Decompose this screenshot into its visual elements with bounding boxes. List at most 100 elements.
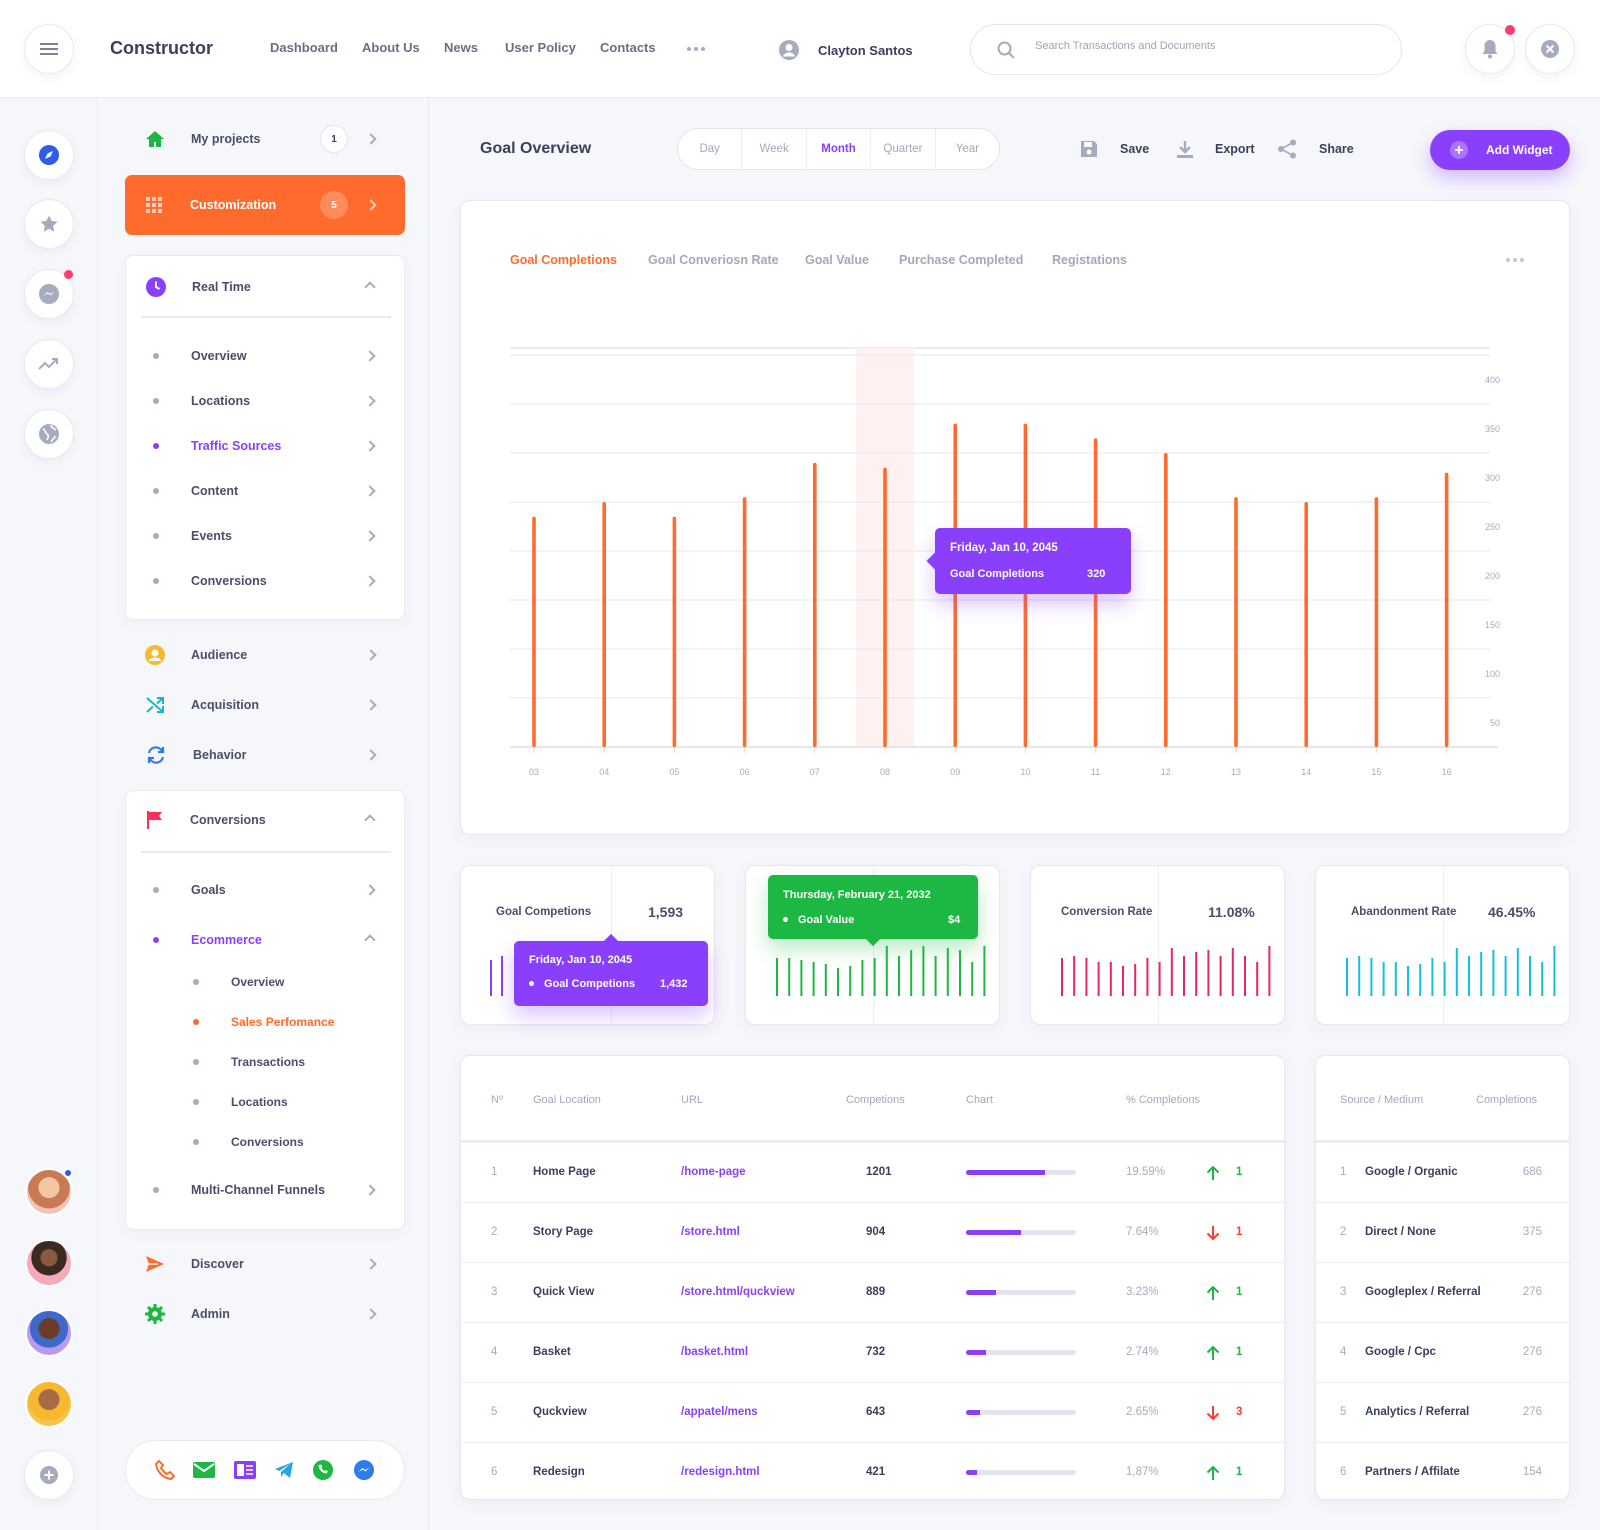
table-row[interactable]: 2 Direct / None 375 — [1316, 1202, 1569, 1262]
tab-goal-value[interactable]: Goal Value — [805, 253, 869, 267]
avatar-3[interactable] — [25, 1309, 73, 1357]
row-url-link[interactable]: /store.html — [681, 1226, 740, 1238]
close-button[interactable] — [1525, 24, 1575, 74]
chevron-up-icon — [364, 814, 376, 826]
table-row[interactable]: 6 Redesign/redesign.html 421 1,87% 1 — [461, 1442, 1284, 1499]
realtime-item-content[interactable]: Content — [126, 474, 404, 508]
tab-goal-completions[interactable]: Goal Completions — [510, 253, 617, 267]
period-quarter[interactable]: Quarter — [871, 129, 936, 169]
whatsapp-icon[interactable] — [312, 1459, 334, 1481]
notifications-button[interactable] — [1465, 24, 1515, 74]
table-row[interactable]: 3 Googleplex / Referral 276 — [1316, 1262, 1569, 1322]
table-row[interactable]: 4 Google / Cpc 276 — [1316, 1322, 1569, 1382]
tab-purchase-completed[interactable]: Purchase Completed — [899, 253, 1024, 267]
rail-favorites[interactable] — [24, 199, 74, 249]
menu-discover[interactable]: Discover — [125, 1247, 405, 1281]
menu-audience[interactable]: Audience — [125, 638, 405, 672]
table-row[interactable]: 6 Partners / Affilate 154 — [1316, 1442, 1569, 1499]
table-row[interactable]: 1 Google / Organic 686 — [1316, 1142, 1569, 1202]
realtime-item-overview[interactable]: Overview — [126, 339, 404, 373]
rail-analytics[interactable] — [24, 339, 74, 389]
period-year[interactable]: Year — [955, 143, 979, 155]
menu-admin[interactable]: Admin — [125, 1297, 405, 1331]
period-month[interactable]: Month — [807, 129, 872, 169]
search-input[interactable] — [1035, 40, 1375, 52]
row-url-link[interactable]: /basket.html — [681, 1346, 749, 1358]
table-row[interactable]: 3 Quick View/store.html/quckview 889 3.23% 1 — [461, 1262, 1284, 1322]
row-location: Redesign — [533, 1466, 585, 1478]
kpi-goal-value[interactable]: Thursday, February 21, 2032 Goal Value $… — [745, 865, 1000, 1025]
menu-goals[interactable]: Goals — [126, 873, 404, 907]
ecommerce-item-overview[interactable]: Overview — [166, 965, 366, 999]
telegram-icon[interactable] — [274, 1461, 294, 1479]
add-widget-button[interactable]: Add Widget — [1430, 130, 1570, 170]
row-url-link[interactable]: /home-page — [681, 1166, 746, 1178]
mail-icon[interactable] — [193, 1462, 216, 1478]
phone-icon[interactable] — [155, 1460, 176, 1480]
add-contact-button[interactable] — [24, 1450, 74, 1500]
realtime-item-events[interactable]: Events — [126, 519, 404, 553]
avatar-2[interactable] — [25, 1239, 73, 1287]
nav-dashboard[interactable]: Dashboard — [270, 40, 338, 55]
row-url-link[interactable]: /redesign.html — [681, 1466, 760, 1478]
row-url-link[interactable]: /appatel/mens — [681, 1406, 758, 1418]
period-day[interactable]: Day — [678, 129, 743, 169]
export-button[interactable]: Export — [1177, 140, 1255, 158]
chevron-right-icon — [364, 485, 376, 497]
menu-conversions[interactable]: Conversions — [126, 803, 404, 837]
avatar-4[interactable] — [25, 1380, 73, 1428]
menu-button[interactable] — [24, 24, 74, 74]
nav-news[interactable]: News — [444, 40, 478, 55]
nav-contacts[interactable]: Contacts — [600, 40, 656, 55]
table-row[interactable]: 2 Story Page/store.html 904 7.64% 1 — [461, 1202, 1284, 1262]
spark-bar — [1170, 948, 1173, 996]
search-box[interactable] — [970, 24, 1402, 75]
realtime-item-locations[interactable]: Locations — [126, 384, 404, 418]
kpi-conversion-rate[interactable]: Conversion Rate 11.08% — [1030, 865, 1285, 1025]
realtime-item-traffic-sources[interactable]: Traffic Sources — [126, 429, 404, 463]
share-button[interactable]: Share — [1277, 139, 1354, 159]
nav-user-policy[interactable]: User Policy — [505, 40, 576, 55]
rail-explore[interactable] — [24, 130, 74, 180]
menu-multichannel-funnels[interactable]: Multi-Channel Funnels — [126, 1173, 404, 1207]
menu-customization[interactable]: Customization 5 — [125, 175, 405, 235]
bar-16 — [1444, 472, 1449, 747]
chevron-right-icon — [364, 350, 376, 362]
chart-more-icon[interactable] — [1506, 258, 1524, 262]
table-row[interactable]: 5 Analytics / Referral 276 — [1316, 1382, 1569, 1442]
menu-my-projects[interactable]: My projects 1 — [125, 122, 405, 156]
table-row[interactable]: 1 Home Page/home-page 1201 19.59% 1 — [461, 1142, 1284, 1202]
save-icon — [1081, 141, 1097, 157]
realtime-item-conversions[interactable]: Conversions — [126, 564, 404, 598]
ecommerce-item-conversions[interactable]: Conversions — [166, 1125, 366, 1159]
save-button[interactable]: Save — [1080, 140, 1149, 158]
avatar-1[interactable] — [25, 1168, 73, 1216]
spark-bar — [849, 966, 852, 996]
tab-goal-conversion-rate[interactable]: Goal Converiosn Rate — [648, 253, 779, 267]
newspaper-icon[interactable] — [233, 1461, 256, 1479]
ecommerce-item-sales-perfomance[interactable]: Sales Perfomance — [166, 1005, 366, 1039]
user-avatar-icon[interactable] — [778, 39, 800, 61]
menu-ecommerce[interactable]: Ecommerce — [126, 923, 404, 957]
user-name[interactable]: Clayton Santos — [818, 43, 913, 58]
row-url-link[interactable]: /store.html/quckview — [681, 1286, 795, 1298]
ecommerce-item-locations[interactable]: Locations — [166, 1085, 366, 1119]
ecommerce-item-transactions[interactable]: Transactions — [166, 1045, 366, 1079]
kpi-value: 1,593 — [648, 904, 684, 920]
rail-globe[interactable] — [24, 409, 74, 459]
period-week[interactable]: Week — [742, 129, 807, 169]
menu-realtime[interactable]: Real Time — [126, 270, 404, 304]
kpi-abandonment-rate[interactable]: Abandonment Rate 46.45% — [1315, 865, 1570, 1025]
nav-about-us[interactable]: About Us — [362, 40, 420, 55]
menu-acquisition[interactable]: Acquisition — [125, 688, 405, 722]
spark-bar — [1122, 966, 1124, 996]
menu-behavior[interactable]: Behavior — [125, 738, 405, 772]
row-source: Google / Cpc — [1365, 1346, 1436, 1358]
more-nav-icon[interactable] — [687, 47, 705, 51]
table-row[interactable]: 4 Basket/basket.html 732 2.74% 1 — [461, 1322, 1284, 1382]
kpi-goal-competions[interactable]: Goal Competions 1,593 Friday, Jan 10, 20… — [460, 865, 715, 1025]
table-row[interactable]: 5 Quckview/appatel/mens 643 2.65% 3 — [461, 1382, 1284, 1442]
kpi-tooltip-date: Thursday, February 21, 2032 — [783, 889, 931, 901]
tab-registations[interactable]: Registations — [1052, 253, 1128, 267]
messenger-icon[interactable] — [353, 1459, 375, 1481]
